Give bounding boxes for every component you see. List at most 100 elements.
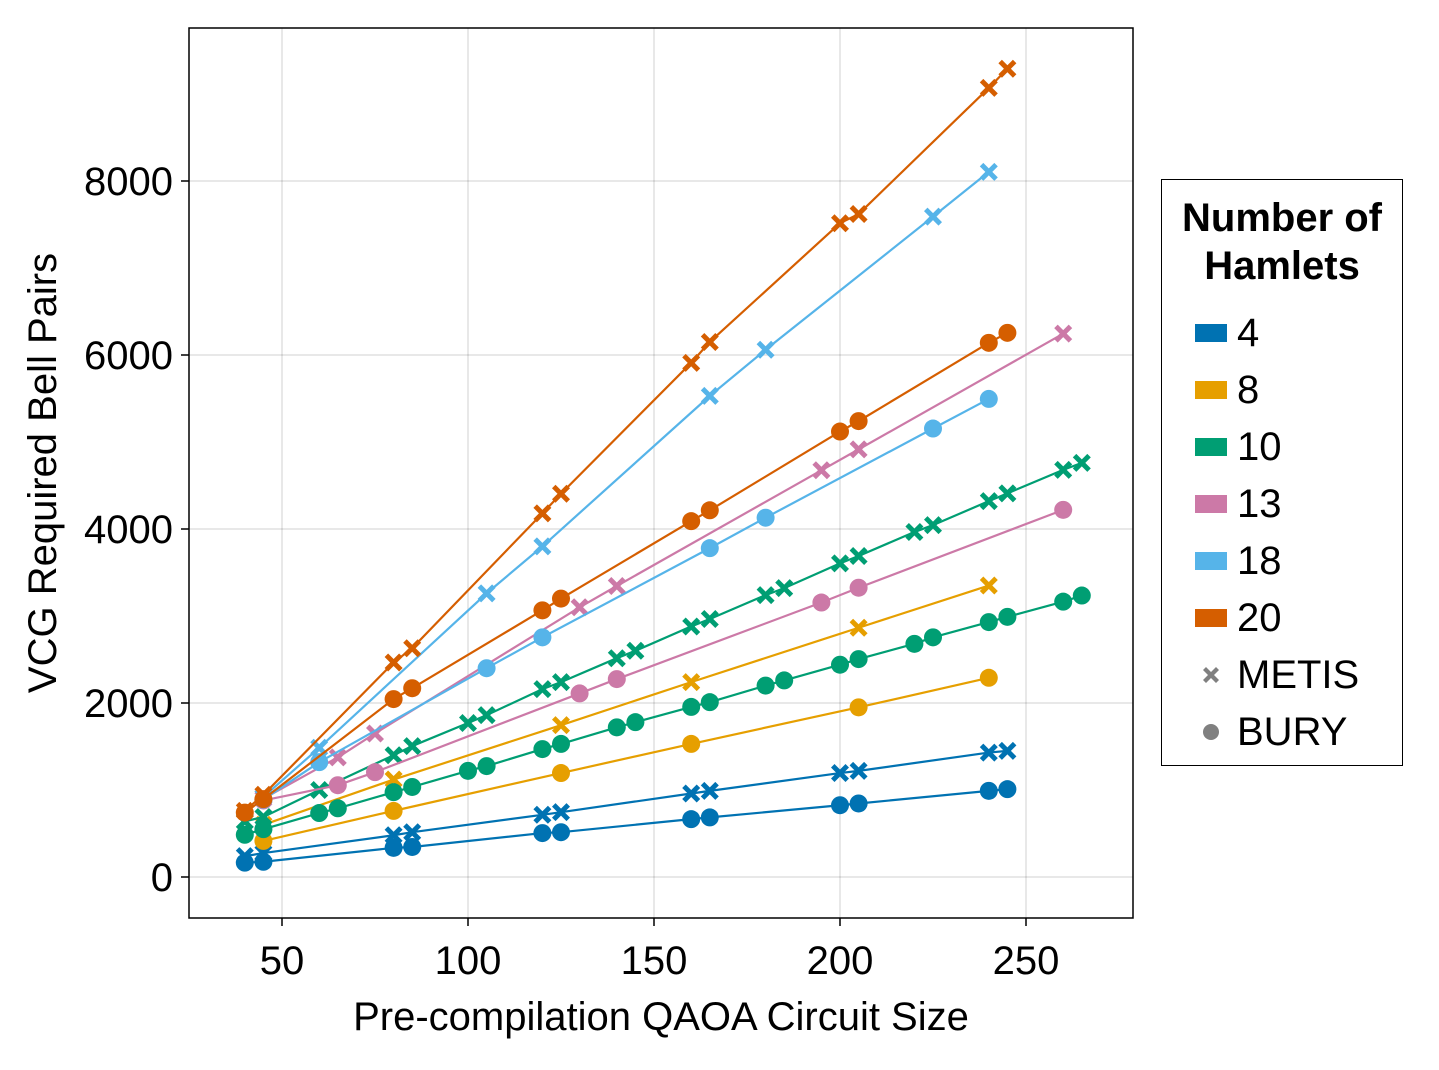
data-point-circle	[235, 853, 254, 872]
data-point-x	[979, 162, 998, 181]
y-tick-label: 6000	[84, 334, 173, 378]
data-point-circle	[235, 825, 254, 844]
series-line	[263, 676, 990, 842]
data-point-circle	[924, 419, 942, 438]
data-point-x	[403, 737, 422, 756]
series-8-bury	[254, 668, 998, 850]
data-point-circle	[254, 852, 273, 871]
data-point-circle	[756, 676, 775, 695]
legend-swatch	[1195, 495, 1227, 513]
legend-label: 20	[1237, 596, 1282, 640]
data-point-circle	[384, 783, 403, 802]
legend-label: 4	[1237, 311, 1260, 355]
data-point-x	[552, 803, 570, 822]
legend-label: METIS	[1237, 653, 1360, 697]
data-point-circle	[328, 799, 347, 818]
data-point-circle	[310, 753, 329, 772]
data-point-x	[756, 586, 775, 605]
data-point-circle	[700, 693, 719, 712]
series-line	[263, 508, 1064, 802]
data-series	[235, 59, 1091, 872]
series-18-metis	[254, 162, 998, 806]
data-point-x	[552, 716, 570, 735]
data-point-circle	[682, 512, 701, 531]
data-point-circle	[849, 650, 868, 669]
data-point-x	[831, 554, 849, 573]
data-point-x	[979, 576, 998, 595]
data-point-x	[979, 743, 998, 762]
data-point-x	[533, 504, 552, 523]
data-point-x	[477, 706, 496, 725]
data-point-circle	[849, 698, 868, 717]
data-point-circle	[552, 823, 570, 842]
data-point-x	[403, 823, 422, 842]
data-point-x	[700, 386, 719, 405]
legend-swatch	[1195, 324, 1227, 342]
series-4-bury	[235, 780, 1017, 872]
circle-icon	[1195, 716, 1227, 748]
data-point-circle	[403, 777, 422, 796]
data-point-circle	[328, 776, 347, 795]
legend-item-metis: METIS	[1195, 650, 1359, 700]
data-point-circle	[366, 763, 384, 782]
plot-frame	[188, 27, 1134, 919]
data-point-x	[459, 714, 477, 733]
data-point-circle	[1054, 500, 1073, 519]
data-point-x	[607, 649, 626, 668]
data-point-x	[831, 214, 849, 233]
data-point-circle	[924, 628, 942, 647]
data-point-x	[905, 523, 924, 542]
series-10-metis	[235, 453, 1091, 831]
data-point-circle	[756, 508, 775, 527]
series-line	[263, 584, 990, 826]
legend-label: 18	[1237, 539, 1282, 583]
legend-swatch	[1195, 552, 1227, 570]
series-8-metis	[254, 576, 998, 834]
legend-swatch	[1195, 438, 1227, 456]
data-point-circle	[998, 323, 1017, 342]
data-point-x	[328, 748, 347, 767]
data-point-circle	[533, 601, 552, 620]
data-point-circle	[700, 501, 719, 520]
data-point-x	[1054, 460, 1073, 479]
legend-item-10: 10	[1195, 422, 1282, 472]
data-point-circle	[254, 820, 273, 839]
data-point-x	[384, 653, 403, 672]
data-point-x	[775, 579, 794, 598]
legend-label: BURY	[1237, 710, 1348, 754]
data-point-circle	[849, 412, 868, 431]
series-line	[262, 171, 990, 798]
data-point-x	[849, 205, 868, 224]
data-point-x	[384, 770, 403, 789]
legend-swatch	[1195, 609, 1227, 627]
legend-title: Number of Hamlets	[1162, 194, 1402, 290]
legend-item-13: 13	[1195, 479, 1282, 529]
data-point-x	[849, 546, 868, 565]
x-tick-label: 250	[993, 939, 1060, 983]
data-point-circle	[570, 684, 589, 703]
data-point-x	[552, 484, 570, 503]
data-point-circle	[477, 659, 496, 678]
data-point-x	[998, 59, 1017, 78]
data-point-x	[384, 826, 403, 845]
series-line	[262, 397, 990, 801]
data-point-circle	[979, 333, 998, 352]
data-point-circle	[979, 613, 998, 632]
y-tick-label: 8000	[84, 160, 173, 204]
legend: Number of Hamlets 4 8 10 13 18 20 METIS BURY	[1161, 179, 1403, 766]
data-point-x	[849, 440, 868, 459]
legend-item-18: 18	[1195, 536, 1282, 586]
data-point-x	[924, 207, 942, 226]
x-tick-label: 150	[621, 939, 688, 983]
data-point-circle	[607, 670, 626, 689]
data-point-x	[849, 618, 868, 637]
data-point-x	[924, 516, 942, 535]
legend-title-line-2: Hamlets	[1204, 244, 1360, 288]
data-point-circle	[552, 589, 570, 608]
data-point-circle	[403, 837, 422, 856]
data-point-x	[979, 78, 998, 97]
axis-ticks: 50 100 150 200 250 0 2000 4000 6000 8000	[84, 160, 1059, 983]
data-point-x	[700, 781, 719, 800]
x-tick-label: 50	[260, 939, 305, 983]
